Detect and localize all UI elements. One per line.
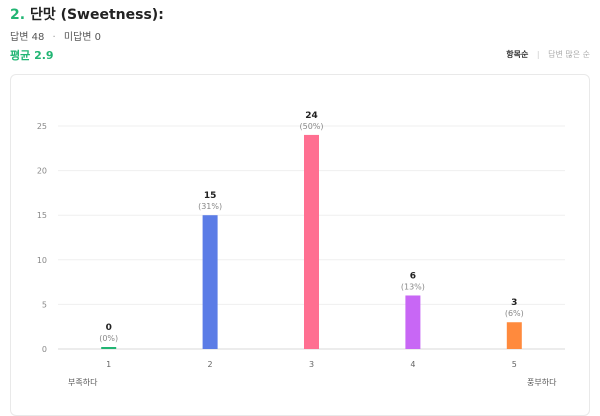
question-number: 2. [10, 7, 26, 23]
data-label-count: 6 [410, 271, 416, 281]
answered-count: 답변 48 [10, 32, 45, 43]
data-label-percent: (0%) [99, 334, 118, 343]
y-tick-label: 25 [37, 122, 47, 131]
sort-options: 항목순 | 답변 많은 순 [506, 49, 590, 60]
x-tick-label: 1 [106, 360, 111, 369]
sort-divider: | [536, 50, 540, 59]
bar-chart: 05101520250(0%)115(31%)224(50%)36(13%)43… [37, 111, 565, 369]
chart-card [10, 74, 590, 416]
bar [101, 347, 117, 349]
y-tick-label: 0 [42, 345, 47, 354]
question-title: 2. 단맛 (Sweetness): [10, 4, 164, 24]
sort-by-item-button[interactable]: 항목순 [506, 50, 529, 59]
average-score: 평균 2.9 [10, 49, 54, 62]
data-label-count: 0 [106, 323, 112, 333]
response-stats: 답변 48 · 미답변 0 [10, 28, 101, 43]
data-label-percent: (6%) [505, 309, 524, 318]
x-tick-label: 3 [309, 360, 314, 369]
scale-low-label: 부족하다 [68, 378, 98, 387]
data-label-percent: (50%) [299, 122, 323, 131]
question-title-text: 단맛 (Sweetness): [29, 7, 164, 23]
bar [202, 215, 218, 349]
data-label-percent: (31%) [198, 202, 222, 211]
scale-high-label: 풍부하다 [527, 378, 557, 387]
bar [304, 134, 319, 349]
data-label-count: 15 [204, 191, 217, 201]
x-tick-label: 4 [410, 360, 415, 369]
x-tick-label: 5 [512, 360, 517, 369]
bar [405, 295, 421, 349]
separator-dot: · [52, 32, 56, 43]
bar [506, 322, 522, 349]
y-tick-label: 15 [37, 211, 47, 220]
unanswered-count: 미답변 0 [63, 32, 102, 43]
y-tick-label: 20 [37, 167, 47, 176]
x-tick-label: 2 [208, 360, 213, 369]
data-label-count: 24 [305, 111, 318, 121]
y-tick-label: 5 [42, 300, 47, 309]
data-label-percent: (13%) [401, 282, 425, 291]
sort-by-count-button[interactable]: 답변 많은 순 [548, 50, 590, 59]
y-tick-label: 10 [37, 256, 47, 265]
data-label-count: 3 [511, 298, 517, 308]
